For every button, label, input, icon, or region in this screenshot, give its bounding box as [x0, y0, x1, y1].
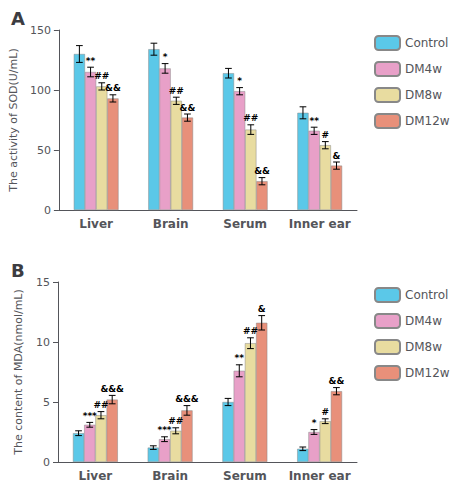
svg-text:&: &	[333, 151, 341, 161]
svg-text:DM12w: DM12w	[405, 114, 450, 128]
svg-text:Serum: Serum	[223, 217, 267, 231]
svg-text:Brain: Brain	[153, 217, 189, 231]
svg-text:&&: &&	[105, 83, 121, 93]
svg-text:DM4w: DM4w	[405, 62, 442, 76]
svg-text:DM12w: DM12w	[405, 366, 450, 380]
svg-text:100: 100	[30, 84, 51, 97]
svg-text:10: 10	[36, 336, 50, 349]
svg-text:Control: Control	[405, 36, 448, 50]
svg-text:DM4w: DM4w	[405, 314, 442, 328]
svg-text:##: ##	[94, 71, 109, 81]
svg-text:5: 5	[43, 396, 50, 409]
svg-text:##: ##	[243, 326, 258, 336]
svg-text:**: **	[309, 116, 319, 126]
svg-text:*: *	[163, 52, 168, 62]
svg-text:Liver: Liver	[79, 217, 113, 231]
svg-text:&&&: &&&	[175, 394, 199, 404]
svg-text:&&&: &&&	[100, 384, 124, 394]
svg-text:*: *	[237, 76, 242, 86]
svg-text:##: ##	[243, 113, 258, 123]
svg-text:0: 0	[43, 456, 50, 469]
svg-text:50: 50	[37, 144, 51, 157]
svg-text:##: ##	[93, 400, 108, 410]
svg-text:##: ##	[169, 86, 184, 96]
svg-text:Serum: Serum	[223, 469, 267, 483]
svg-text:Inner ear: Inner ear	[289, 469, 351, 483]
svg-text:***: ***	[157, 425, 171, 435]
svg-text:B: B	[11, 260, 25, 281]
svg-text:&&: &&	[329, 376, 345, 386]
svg-text:0: 0	[44, 204, 51, 217]
svg-text:&: &	[258, 304, 266, 314]
svg-text:**: **	[235, 353, 245, 363]
svg-text:&&: &&	[254, 166, 270, 176]
svg-text:Inner ear: Inner ear	[289, 217, 351, 231]
svg-text:A: A	[11, 8, 25, 29]
svg-text:Control: Control	[405, 288, 448, 302]
svg-text:#: #	[321, 407, 329, 417]
svg-text:#: #	[322, 130, 330, 140]
svg-text:Brain: Brain	[152, 469, 188, 483]
svg-text:150: 150	[30, 24, 51, 37]
svg-text:**: **	[86, 56, 96, 66]
svg-text:Liver: Liver	[79, 469, 113, 483]
svg-text:DM8w: DM8w	[405, 340, 442, 354]
svg-text:15: 15	[36, 276, 50, 289]
svg-text:&&: &&	[180, 103, 196, 113]
svg-text:The content of MDA(nmol/mL): The content of MDA(nmol/mL)	[12, 289, 25, 456]
svg-text:*: *	[312, 418, 317, 428]
svg-text:##: ##	[168, 416, 183, 426]
svg-text:DM8w: DM8w	[405, 88, 442, 102]
svg-text:***: ***	[83, 411, 97, 421]
svg-text:The activity of SOD(U/mL): The activity of SOD(U/mL)	[7, 48, 20, 192]
